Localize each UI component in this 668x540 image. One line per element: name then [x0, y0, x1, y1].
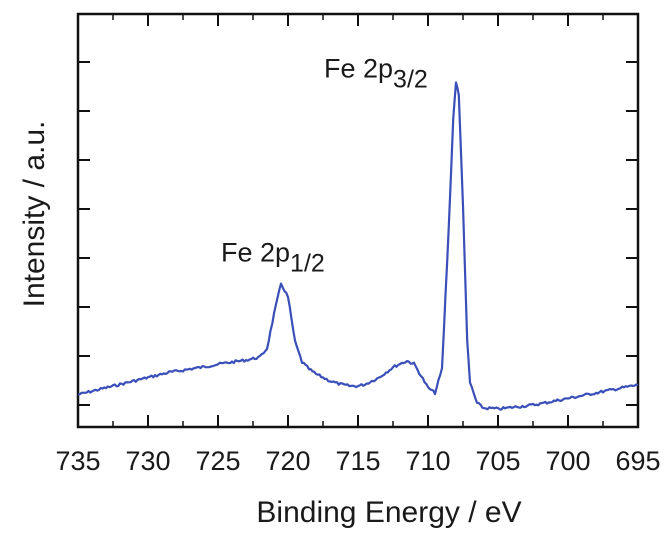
- peak-label: Fe 2p3/2: [324, 54, 428, 94]
- x-tick-label: 725: [195, 446, 240, 476]
- x-tick-label: 715: [335, 446, 380, 476]
- x-tick-label: 730: [125, 446, 170, 476]
- x-tick-label: 710: [405, 446, 450, 476]
- x-axis-ticks: 735 730 725 720 715 710 705 700 695: [55, 14, 661, 476]
- series-layer: [77, 81, 639, 411]
- spectrum-line: [77, 81, 639, 411]
- y-axis-label: Intensity / a.u.: [18, 121, 51, 308]
- x-tick-label: 705: [475, 446, 520, 476]
- annotation-layer: Fe 2p1/2 Fe 2p3/2: [221, 54, 428, 278]
- x-tick-label: 735: [55, 446, 100, 476]
- x-tick-label: 695: [615, 446, 660, 476]
- x-tick-label: 700: [545, 446, 590, 476]
- peak-label: Fe 2p1/2: [221, 237, 325, 277]
- y-axis-ticks: [78, 61, 638, 406]
- x-axis-label: Binding Energy / eV: [256, 496, 521, 529]
- x-tick-label: 720: [265, 446, 310, 476]
